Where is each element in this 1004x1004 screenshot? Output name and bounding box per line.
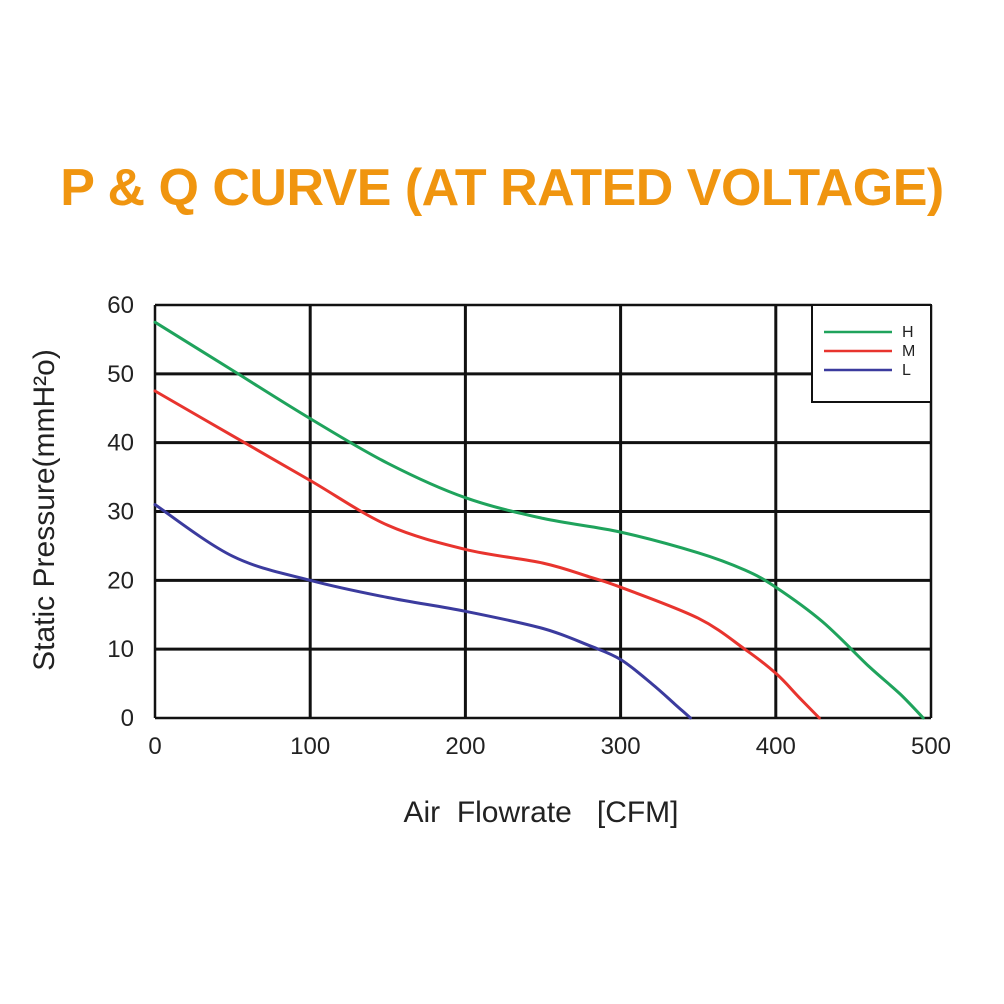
y-tick-label-60: 60 xyxy=(107,292,134,319)
series-line-H xyxy=(153,320,925,720)
legend-label-H: H xyxy=(902,324,914,341)
y-axis-title: Static Pressure(mmH²o) xyxy=(28,349,61,671)
y-tick-label-10: 10 xyxy=(107,636,134,663)
tick-labels: 0 100 200 300 400 500 0 10 20 30 40 50 60 xyxy=(107,292,951,760)
x-axis-title: Air Flowrate [CFM] xyxy=(403,796,678,829)
y-tick-label-0: 0 xyxy=(121,705,134,732)
series-line-M xyxy=(153,389,821,720)
chart-title: P & Q CURVE (AT RATED VOLTAGE) xyxy=(60,159,944,217)
legend: HML xyxy=(811,304,932,403)
series-lines xyxy=(153,320,925,720)
y-tick-label-20: 20 xyxy=(107,567,134,594)
x-tick-label-300: 300 xyxy=(601,733,641,760)
x-tick-label-200: 200 xyxy=(445,733,485,760)
x-tick-label-0: 0 xyxy=(148,733,161,760)
grid xyxy=(153,303,933,720)
series-line-L xyxy=(153,503,692,720)
legend-box xyxy=(811,304,932,403)
y-tick-label-50: 50 xyxy=(107,361,134,388)
legend-label-L: L xyxy=(902,362,911,379)
y-tick-label-40: 40 xyxy=(107,430,134,457)
legend-label-M: M xyxy=(902,343,915,360)
x-tick-label-500: 500 xyxy=(911,733,951,760)
y-tick-label-30: 30 xyxy=(107,499,134,526)
x-tick-label-100: 100 xyxy=(290,733,330,760)
x-tick-label-400: 400 xyxy=(756,733,796,760)
